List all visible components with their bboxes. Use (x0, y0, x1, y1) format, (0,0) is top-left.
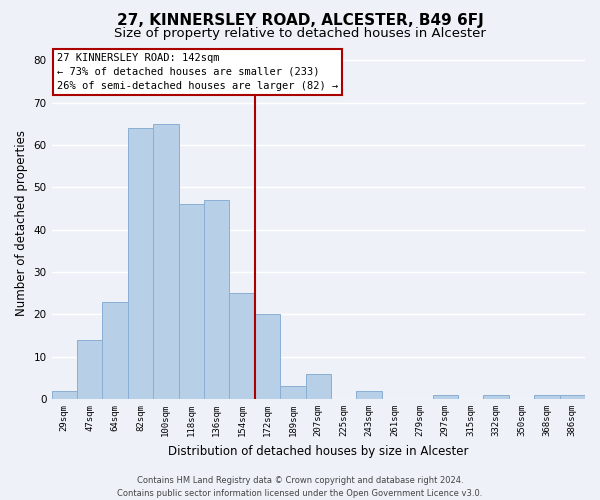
Text: 27, KINNERSLEY ROAD, ALCESTER, B49 6FJ: 27, KINNERSLEY ROAD, ALCESTER, B49 6FJ (116, 12, 484, 28)
Bar (128, 128, 153, 399)
Bar (534, 395, 560, 399)
Bar (229, 293, 255, 399)
Bar (204, 200, 229, 399)
Bar (153, 124, 179, 399)
Bar (356, 390, 382, 399)
Bar (433, 395, 458, 399)
Bar (179, 204, 204, 399)
Bar (280, 386, 305, 399)
Y-axis label: Number of detached properties: Number of detached properties (15, 130, 28, 316)
Bar (255, 314, 280, 399)
Bar (305, 374, 331, 399)
Bar (103, 302, 128, 399)
X-axis label: Distribution of detached houses by size in Alcester: Distribution of detached houses by size … (168, 444, 469, 458)
Text: Size of property relative to detached houses in Alcester: Size of property relative to detached ho… (114, 28, 486, 40)
Bar (77, 340, 103, 399)
Bar (484, 395, 509, 399)
Bar (52, 390, 77, 399)
Text: 27 KINNERSLEY ROAD: 142sqm
← 73% of detached houses are smaller (233)
26% of sem: 27 KINNERSLEY ROAD: 142sqm ← 73% of deta… (57, 53, 338, 91)
Bar (560, 395, 585, 399)
Text: Contains HM Land Registry data © Crown copyright and database right 2024.
Contai: Contains HM Land Registry data © Crown c… (118, 476, 482, 498)
